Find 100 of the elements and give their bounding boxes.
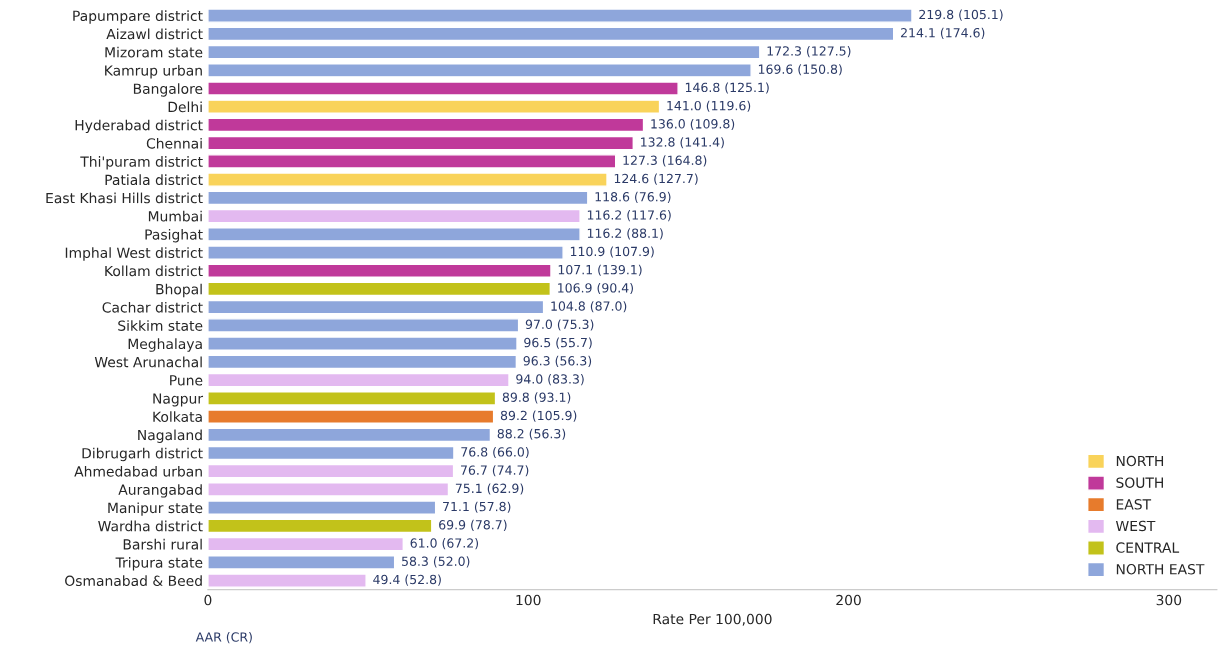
text: 94.0 (83.3) [516,374,584,386]
text: 116.2 (88.1) [587,228,663,240]
text: 136.0 (109.8) [651,118,735,131]
legend-label: NORTH [1116,455,1164,467]
text: 61.0 (67.2) [410,538,479,550]
y-tick-label: Meghalaya [128,338,202,352]
bar [207,299,545,315]
text: 132.8 (141.4) [641,137,724,149]
bar [207,372,510,388]
bar [207,409,495,424]
text: 89.8 (93.1) [502,392,571,404]
legend-label: CENTRAL [1116,542,1180,553]
text: 214.1 (174.6) [901,27,985,39]
y-tick-label: Cachar district [102,301,203,313]
y-tick-label: Imphal West district [65,247,203,261]
x-tick-label: 200 [836,594,861,606]
text: 96.5 (55.7) [524,337,592,349]
y-tick-label: Mumbai [148,210,202,222]
bar [207,26,895,42]
bar [207,8,913,23]
y-tick-label: Osmanabad & Beed [65,575,202,587]
text: 89.2 (105.9) [500,410,577,422]
text: 71.1 (57.8) [443,501,511,513]
y-tick-label: Pune [170,375,203,386]
text: 97.0 (75.3) [525,319,594,331]
bar [207,518,433,534]
bar [207,463,455,479]
text: 110.9 (107.9) [570,246,654,258]
bar [207,536,404,552]
y-tick-label: Chennai [146,137,202,149]
x-tick-label: 100 [516,594,541,606]
y-tick-label: Mizoram state [105,46,203,58]
bar [207,208,581,224]
y-tick-label: Nagpur [153,393,204,407]
y-tick-label: Barshi rural [123,538,202,550]
y-tick-label: Thi'puram district [80,156,203,170]
text: 58.3 (52.0) [402,556,470,568]
legend-label: NORTH EAST [1116,563,1205,575]
y-tick-label: Aurangabad [118,484,202,498]
bar [207,172,608,187]
y-tick-label: Ahmedabad urban [74,465,202,477]
y-tick-label: Wardha district [98,520,203,532]
text: 106.9 (90.4) [558,282,633,295]
y-tick-label: Kollam district [105,265,203,277]
bar [207,318,520,333]
y-tick-label: West Arunachal [94,356,202,368]
text: 75.1 (62.9) [455,483,524,495]
y-tick-label: Kamrup urban [105,64,202,79]
y-tick-label: Tripura state [115,557,203,571]
bar [207,573,367,588]
text: 124.6 (127.7) [614,173,698,185]
y-tick-label: Bhopal [156,283,202,298]
text: 116.2 (117.6) [587,210,671,222]
bar [207,482,450,497]
y-tick-label: Sikkim state [118,320,203,331]
y-tick-label: Manipur state [108,502,203,516]
bar [207,281,552,297]
bar [207,227,581,242]
bar [207,391,497,406]
bar [207,445,455,461]
text: 76.8 (66.0) [461,446,529,459]
x-axis-title: Rate Per 100,000 [653,613,772,626]
text: 88.2 (56.3) [497,428,566,440]
bar [207,63,752,78]
legend-label: WEST [1115,520,1156,532]
legend-label: EAST [1116,499,1152,510]
bar [207,555,396,570]
y-tick-label: Nagaland [138,429,202,443]
y-tick-label: East Khasi Hills district [46,192,203,204]
text: 107.1 (139.1) [558,264,642,276]
y-tick-label: Kolkata [153,411,202,423]
text: 49.4 (52.8) [373,574,441,586]
text: 172.3 (127.5) [767,46,851,58]
text: 169.6 (150.8) [758,64,842,76]
bar [207,99,661,114]
bar [207,263,552,278]
legend-label: SOUTH [1116,477,1163,488]
bar [207,245,564,260]
bar [207,354,518,370]
text: 141.0 (119.6) [667,100,751,112]
y-tick-label: Aizawl district [106,28,203,40]
text: 219.8 (105.1) [919,9,1003,21]
bar [207,190,589,206]
bar [207,500,437,515]
text: 118.6 (76.9) [595,191,671,203]
y-tick-label: Hyderabad district [75,119,203,134]
text: AAR (CR) [195,632,252,644]
y-tick-label: Papumpare district [73,10,203,24]
y-tick-label: Delhi [168,101,202,113]
x-tick-label: 300 [1156,594,1182,606]
bar [207,81,679,96]
bar [207,336,518,351]
text: 127.3 (164.8) [623,155,707,167]
y-tick-label: Pasighat [145,229,203,243]
y-tick-label: Bangalore [133,83,203,97]
text: 69.9 (78.7) [439,519,507,531]
text: 146.8 (125.1) [685,82,769,94]
bar [207,44,761,60]
bar [207,427,492,443]
bar [207,135,634,151]
